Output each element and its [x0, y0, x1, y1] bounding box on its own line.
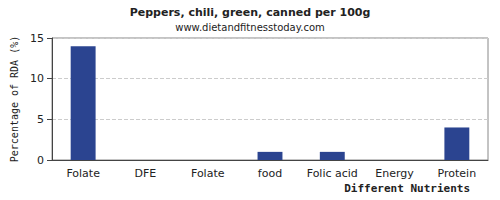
svg-text:0: 0 — [37, 154, 44, 167]
svg-text:food: food — [258, 167, 282, 180]
svg-text:10: 10 — [30, 72, 44, 85]
svg-text:Peppers, chili, green, canned: Peppers, chili, green, canned per 100g — [130, 6, 371, 19]
svg-text:Different Nutrients: Different Nutrients — [344, 182, 470, 195]
svg-text:Folate: Folate — [66, 167, 100, 180]
svg-text:15: 15 — [30, 32, 44, 45]
svg-text:5: 5 — [37, 113, 44, 126]
svg-text:Folate: Folate — [191, 167, 225, 180]
svg-text:Protein: Protein — [438, 167, 477, 180]
svg-text:Folic acid: Folic acid — [307, 167, 358, 180]
svg-text:Energy: Energy — [375, 167, 414, 180]
svg-text:www.dietandfitnesstoday.com: www.dietandfitnesstoday.com — [175, 22, 324, 33]
svg-text:Percentage of RDA (%): Percentage of RDA (%) — [9, 36, 20, 162]
svg-text:DFE: DFE — [135, 167, 157, 180]
